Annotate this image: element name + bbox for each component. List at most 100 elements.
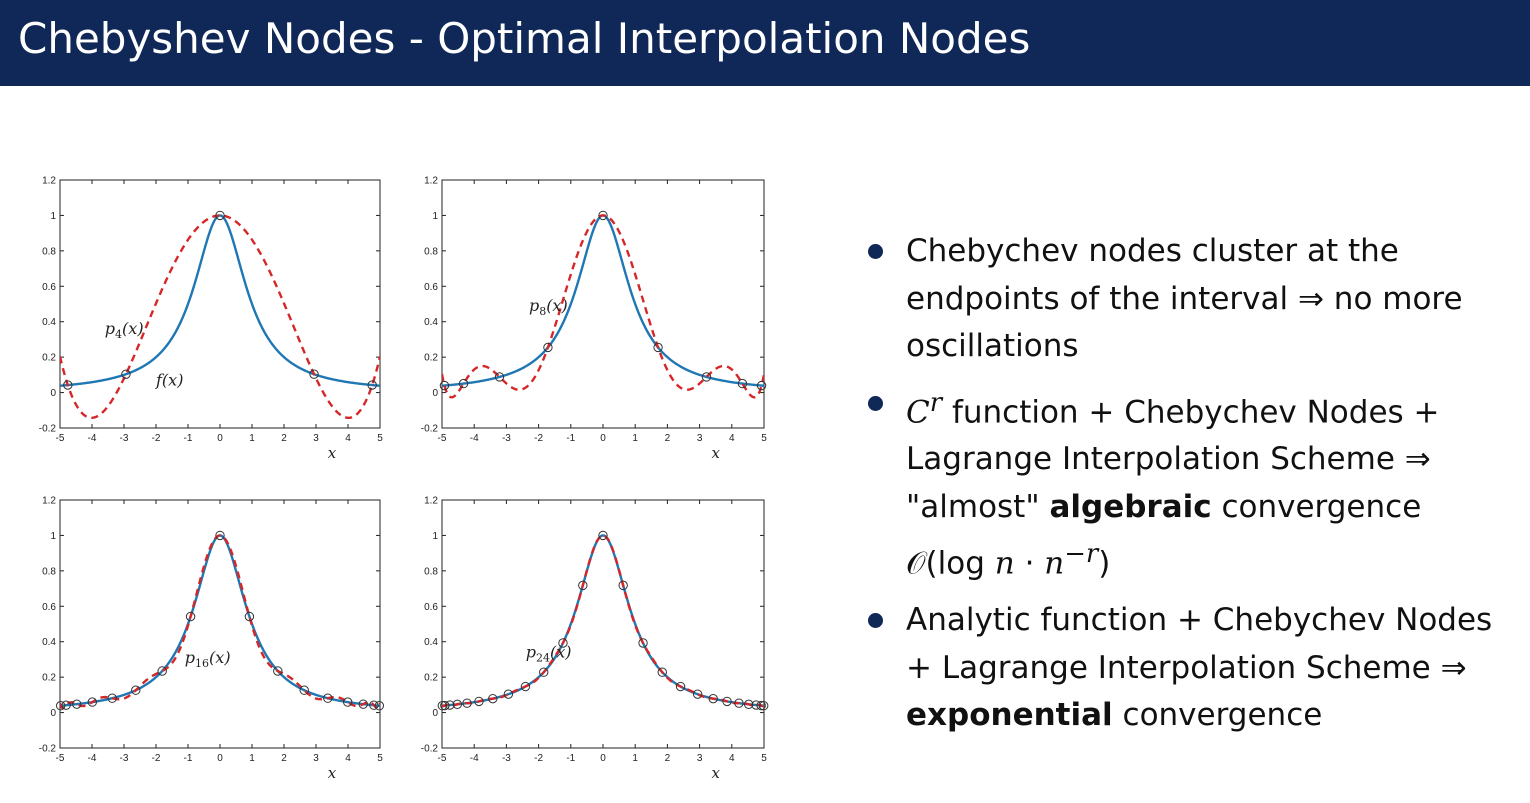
bullet-item: Cr function + Chebychev Nodes + Lagrange… (862, 380, 1522, 589)
interpolation-node-point (369, 700, 379, 710)
y-tick-label: 0.2 (424, 673, 438, 684)
interpolant-label: p8(x) (529, 296, 568, 318)
cr-symbol: C (906, 393, 930, 430)
y-tick-label: 1 (432, 531, 438, 542)
axes-box (441, 499, 765, 749)
interpolation-node-point (63, 380, 73, 390)
x-tick-label: -1 (566, 753, 575, 764)
interpolation-node-point (358, 699, 368, 709)
y-tick-label: 0 (432, 388, 438, 399)
interpolation-node-point (558, 638, 568, 648)
x-tick-label: 0 (600, 753, 606, 764)
cr-superscript: r (929, 387, 943, 418)
interpolation-node-point (185, 611, 196, 622)
y-tick-label: 0.6 (42, 282, 56, 293)
order-n: n (994, 545, 1015, 582)
y-tick-label: 1.2 (424, 176, 438, 187)
y-tick-label: 0.8 (424, 566, 438, 577)
x-tick-label: 0 (217, 753, 223, 764)
y-tick-label: 0.6 (42, 602, 56, 613)
title-bar: Chebyshev Nodes - Optimal Interpolation … (0, 0, 1530, 86)
interpolation-node-point (494, 372, 505, 382)
interpolation-node-point (374, 701, 385, 711)
order-n2: n (1044, 545, 1065, 582)
x-tick-label: -2 (534, 433, 543, 444)
y-tick-label: 1 (50, 211, 56, 222)
y-tick-label: -0.2 (421, 744, 439, 755)
interpolation-node-point (578, 580, 588, 591)
series-line-interpolant (60, 534, 380, 710)
interpolation-node-point (55, 701, 66, 711)
x-tick-label: 1 (249, 753, 255, 764)
interpolation-node-point (758, 701, 769, 711)
order-superscript: −r (1064, 539, 1099, 570)
interpolation-node-point (692, 689, 703, 699)
series-line-f (60, 214, 380, 387)
x-axis-label: x (711, 444, 720, 462)
x-tick-label: 1 (632, 433, 638, 444)
y-tick-label: 1.2 (424, 496, 438, 507)
x-tick-label: 3 (313, 433, 319, 444)
bullet-text: Analytic function + Chebychev Nodes + La… (906, 602, 1493, 686)
y-tick-label: 0 (50, 708, 56, 719)
bullet-bold-text: exponential (906, 697, 1113, 734)
x-tick-label: 1 (632, 753, 638, 764)
x-tick-label: -2 (152, 433, 161, 444)
interpolant-label: p16(x) (185, 648, 231, 670)
interpolation-node-point (452, 699, 463, 710)
x-tick-label: -5 (56, 753, 65, 764)
y-tick-label: 0.2 (42, 673, 56, 684)
x-tick-label: -1 (566, 433, 575, 444)
interpolation-node-point (598, 530, 608, 541)
interpolation-node-point (520, 681, 531, 692)
x-tick-label: -5 (56, 433, 65, 444)
y-tick-label: 0.4 (424, 637, 438, 648)
x-tick-label: -4 (88, 753, 97, 764)
x-tick-label: -2 (152, 753, 161, 764)
interpolation-node-point (598, 210, 608, 221)
x-tick-label: -3 (502, 433, 511, 444)
x-tick-label: 2 (665, 753, 671, 764)
interpolation-node-point (708, 693, 718, 704)
interpolation-node-point (131, 685, 141, 695)
x-tick-label: 4 (345, 433, 351, 444)
interpolation-node-point (440, 700, 450, 711)
y-tick-label: 1.2 (42, 176, 56, 187)
y-tick-label: 0.6 (424, 282, 438, 293)
y-tick-label: 0.4 (42, 637, 56, 648)
x-tick-label: 5 (761, 753, 767, 764)
interpolation-node-point (734, 698, 744, 708)
interpolation-node-point (462, 698, 472, 708)
interpolation-node-point (756, 380, 767, 391)
x-tick-label: 2 (281, 433, 287, 444)
series-line-interpolant (60, 214, 380, 420)
bullet-bold-text: algebraic (1049, 488, 1212, 525)
y-tick-label: 1 (432, 211, 438, 222)
series-line-interpolant (442, 214, 764, 399)
x-tick-label: -2 (534, 753, 543, 764)
x-tick-label: -3 (502, 753, 511, 764)
x-tick-label: 0 (600, 433, 606, 444)
interpolation-node-point (87, 697, 98, 707)
y-tick-label: 0.8 (424, 246, 438, 257)
y-tick-label: -0.2 (39, 744, 57, 755)
y-tick-label: -0.2 (421, 424, 439, 435)
bullet-text: Chebychev nodes cluster at the endpoints… (906, 233, 1463, 364)
bullet-dot-icon (868, 395, 883, 411)
interpolation-node-point (488, 693, 498, 704)
x-tick-label: -1 (184, 753, 193, 764)
series-line-f (442, 534, 764, 707)
x-tick-label: -4 (470, 753, 479, 764)
bullet-dot-icon (868, 244, 883, 259)
interpolation-node-point (737, 378, 748, 389)
interpolation-node-point (756, 700, 766, 711)
interpolant-label: p24(x) (526, 643, 572, 665)
interpolation-node-point (474, 696, 484, 707)
x-tick-label: 3 (313, 753, 319, 764)
interpolation-node-point (743, 699, 754, 710)
x-tick-label: 0 (217, 433, 223, 444)
order-close: ) (1098, 545, 1111, 582)
